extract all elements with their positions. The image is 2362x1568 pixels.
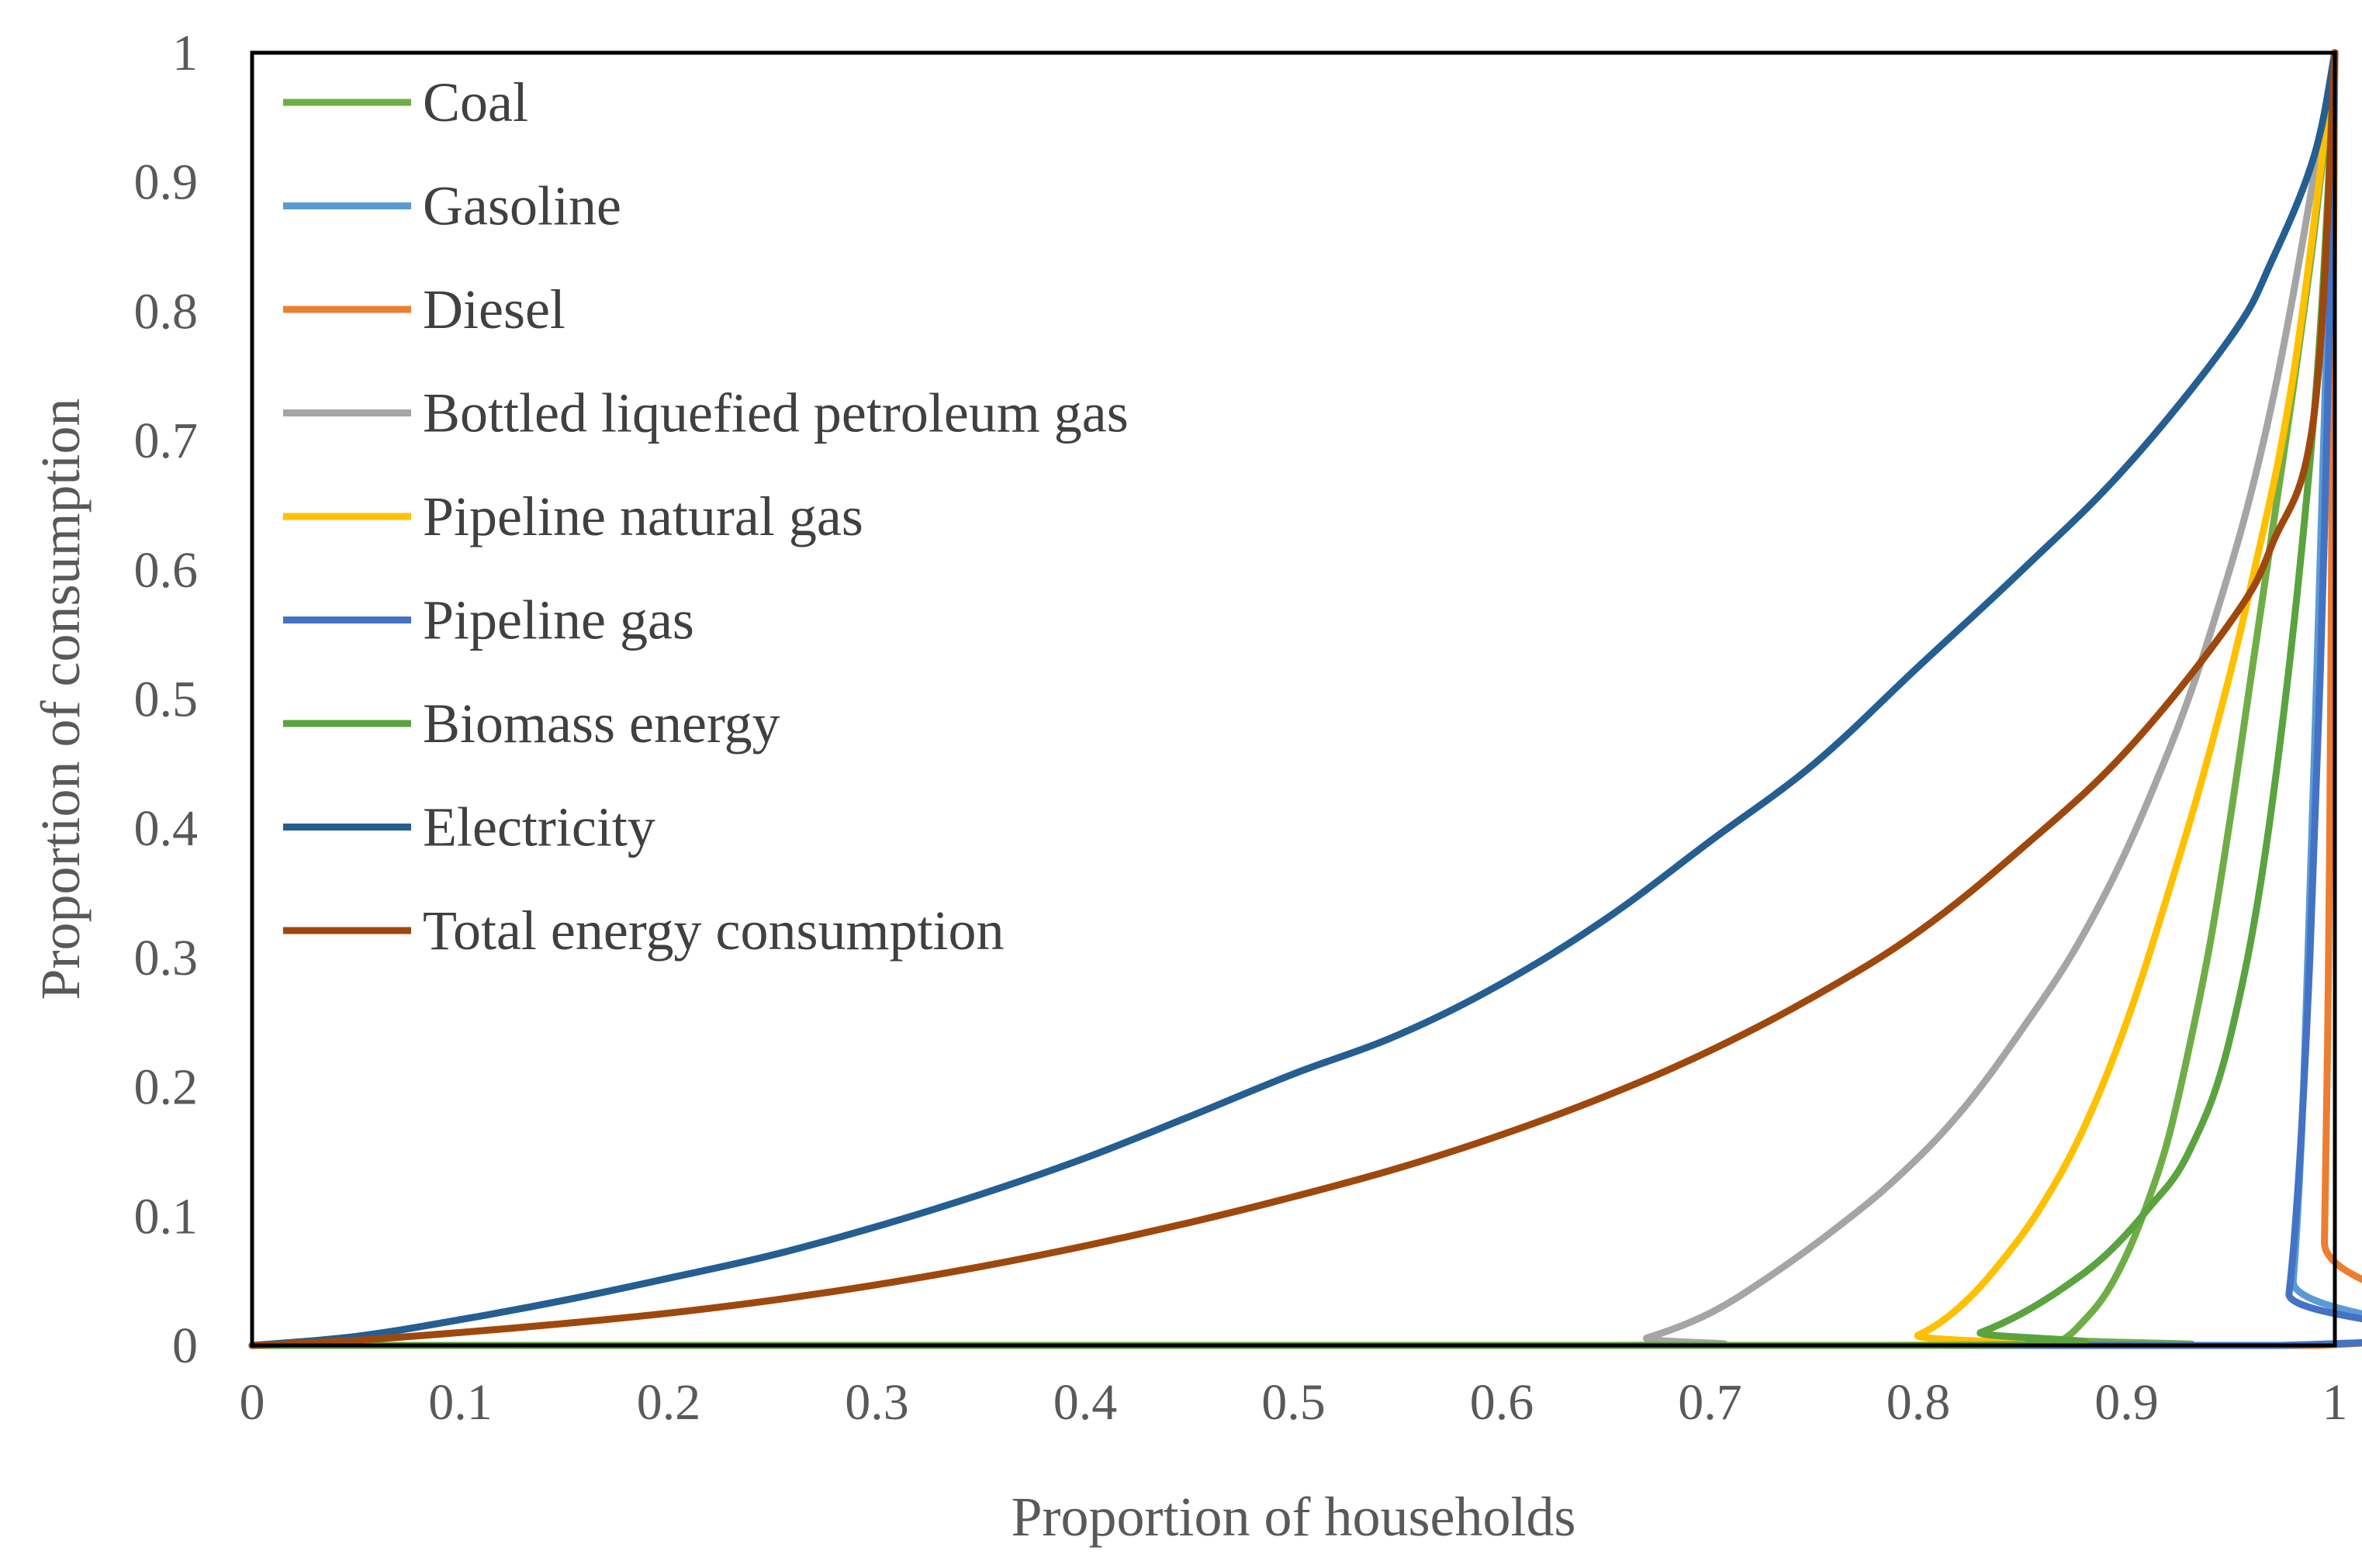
legend-label: Coal [423, 71, 528, 133]
x-tick-label: 0.5 [1261, 1374, 1326, 1431]
x-axis-ticks: 0 0.1 0.2 0.3 0.4 0.5 0.6 0.7 0.8 0.9 1 [240, 1374, 2348, 1431]
legend-item-pipeline-natural-gas: Pipeline natural gas [283, 485, 863, 547]
legend-item-bottled-liquefied-petroleum-gas: Bottled liquefied petroleum gas [283, 382, 1129, 444]
x-tick-label: 0.6 [1470, 1374, 1534, 1431]
y-tick-label: 0.5 [134, 672, 199, 728]
series-line-total-energy-consumption [248, 49, 2339, 1349]
legend-item-coal: Coal [283, 71, 528, 133]
x-tick-label: 0.3 [845, 1374, 909, 1431]
x-tick-label: 0.9 [2094, 1374, 2159, 1431]
legend-label: Electricity [423, 796, 655, 858]
x-tick-label: 1 [2322, 1374, 2348, 1431]
y-tick-label: 0.2 [134, 1059, 199, 1116]
legend-label: Total energy consumption [423, 900, 1005, 962]
legend-label: Pipeline gas [423, 589, 694, 651]
legend-item-gasoline: Gasoline [283, 175, 621, 237]
y-tick-label: 1 [172, 25, 198, 81]
y-axis-ticks: 0 0.1 0.2 0.3 0.4 0.5 0.6 0.7 0.8 0.9 1 [134, 25, 199, 1374]
x-tick-label: 0 [240, 1374, 265, 1431]
y-tick-label: 0.7 [134, 413, 199, 469]
legend: Coal Gasoline Diesel Bottled liquefied petr… [283, 71, 1129, 962]
x-axis-title: Proportion of households [1012, 1486, 1576, 1548]
plot-area-frame [250, 50, 2337, 1348]
y-tick-label: 0.1 [134, 1188, 199, 1245]
legend-item-total-energy-consumption: Total energy consumption [283, 900, 1005, 962]
y-tick-label: 0 [172, 1318, 198, 1374]
y-tick-label: 0.3 [134, 930, 199, 986]
x-tick-label: 0.4 [1053, 1374, 1118, 1431]
x-tick-label: 0.2 [637, 1374, 701, 1431]
x-tick-label: 0.7 [1678, 1374, 1742, 1431]
legend-item-diesel: Diesel [283, 278, 565, 340]
legend-label: Diesel [423, 278, 565, 340]
legend-label: Gasoline [423, 175, 621, 237]
legend-item-electricity: Electricity [283, 796, 655, 858]
series-line-electricity [248, 49, 2339, 1349]
y-tick-label: 0.6 [134, 542, 199, 599]
legend-label: Biomass energy [423, 692, 780, 755]
legend-item-pipeline-gas: Pipeline gas [283, 589, 694, 651]
y-axis-title: Proportion of consumption [29, 399, 92, 1000]
legend-label: Bottled liquefied petroleum gas [423, 382, 1129, 444]
legend-item-biomass-energy: Biomass energy [283, 692, 780, 755]
legend-label: Pipeline natural gas [423, 485, 863, 547]
y-tick-label: 0.4 [134, 800, 199, 857]
x-tick-label: 0.1 [428, 1374, 493, 1431]
x-tick-label: 0.8 [1886, 1374, 1951, 1431]
y-tick-label: 0.8 [134, 283, 199, 340]
y-tick-label: 0.9 [134, 154, 199, 211]
